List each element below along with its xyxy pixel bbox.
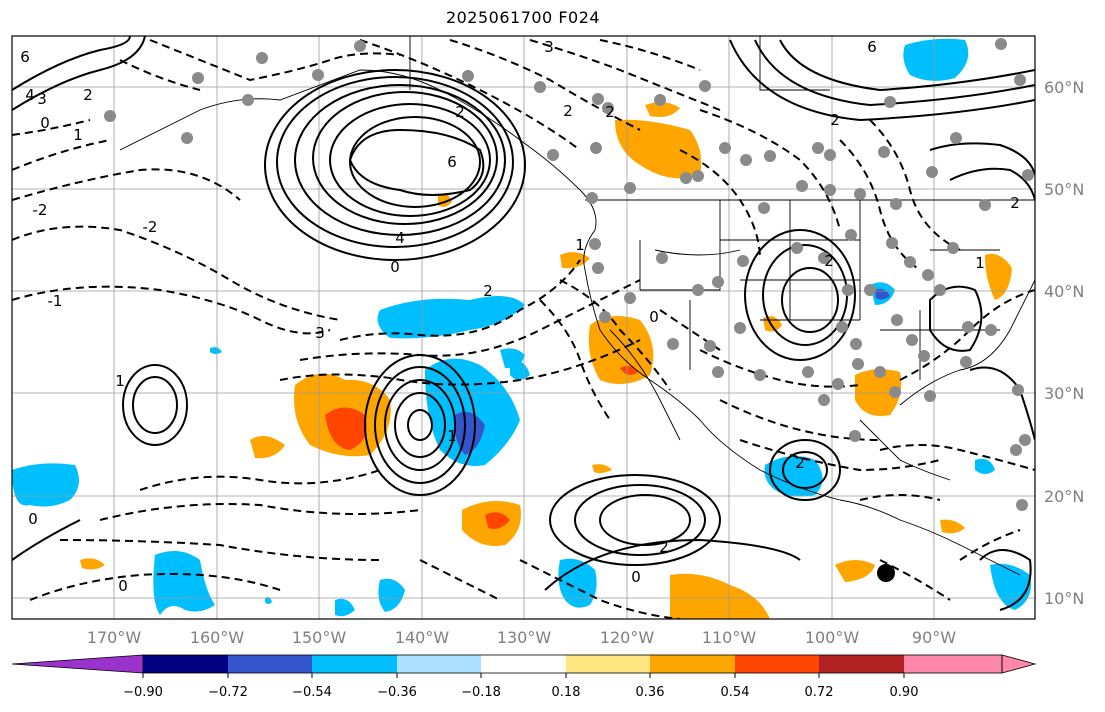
svg-text:6: 6	[867, 38, 877, 56]
svg-text:1: 1	[73, 126, 83, 144]
lat-label: 30°N	[1044, 384, 1084, 403]
svg-text:-1: -1	[48, 292, 63, 310]
colorbar-tick: 0.54	[721, 685, 750, 700]
colorbar-tick: 0.18	[552, 685, 581, 700]
svg-text:3: 3	[315, 324, 325, 342]
graticule	[12, 36, 1035, 619]
lon-label: 100°W	[805, 628, 860, 647]
lat-label: 50°N	[1044, 180, 1084, 199]
svg-text:6: 6	[447, 153, 457, 171]
svg-text:4: 4	[395, 229, 405, 247]
svg-text:1: 1	[975, 254, 985, 272]
lat-label: 20°N	[1044, 487, 1084, 506]
svg-text:2: 2	[563, 102, 573, 120]
svg-text:2: 2	[455, 103, 465, 121]
svg-text:2: 2	[795, 454, 805, 472]
svg-text:2: 2	[483, 282, 493, 300]
svg-text:1: 1	[115, 372, 125, 390]
coastlines	[119, 36, 1035, 576]
lat-label: 10°N	[1044, 589, 1084, 608]
svg-text:0: 0	[631, 568, 641, 586]
dashed-contours	[12, 39, 1035, 619]
svg-text:0: 0	[649, 308, 659, 326]
shaded-fields	[12, 38, 1031, 619]
station-markers	[104, 38, 1034, 511]
svg-text:0: 0	[118, 577, 128, 595]
svg-text:0: 0	[28, 510, 38, 528]
longitude-labels: 170°W 160°W 150°W 140°W 130°W 120°W 110°…	[87, 628, 956, 647]
svg-text:0: 0	[40, 114, 50, 132]
svg-text:2: 2	[83, 86, 93, 104]
svg-text:1: 1	[447, 427, 457, 445]
lon-label: 170°W	[87, 628, 142, 647]
lon-label: 160°W	[190, 628, 245, 647]
lat-label: 40°N	[1044, 282, 1084, 301]
svg-text:0: 0	[390, 258, 400, 276]
lon-label: 130°W	[497, 628, 552, 647]
lon-label: 150°W	[292, 628, 347, 647]
colorbar-tick: 0.90	[890, 685, 919, 700]
colorbar: −0.90 −0.72 −0.54 −0.36 −0.18 0.18 0.36 …	[11, 654, 1037, 700]
colorbar-tick: 0.36	[636, 685, 665, 700]
svg-text:2: 2	[605, 103, 615, 121]
svg-text:1: 1	[575, 236, 585, 254]
svg-text:-2: -2	[33, 201, 48, 219]
map-title: 2025061700 F024	[445, 8, 601, 27]
colorbar-tick: −0.90	[123, 685, 163, 700]
lat-label: 60°N	[1044, 78, 1084, 97]
solid-contours	[12, 36, 1035, 611]
station-marker-large	[877, 564, 895, 582]
lon-label: 120°W	[600, 628, 655, 647]
latitude-labels: 60°N 50°N 40°N 30°N 20°N 10°N	[1044, 78, 1084, 608]
colorbar-tick: −0.72	[208, 685, 248, 700]
colorbar-tick: −0.18	[461, 685, 501, 700]
svg-text:4: 4	[25, 86, 35, 104]
svg-text:2: 2	[824, 252, 834, 270]
colorbar-tick: −0.54	[292, 685, 332, 700]
svg-text:6: 6	[20, 48, 30, 66]
map-area	[12, 36, 1035, 619]
svg-text:3: 3	[37, 90, 47, 108]
colorbar-tick: 0.72	[805, 685, 834, 700]
lon-label: 140°W	[395, 628, 450, 647]
colorbar-tick: −0.36	[377, 685, 417, 700]
lon-label: 90°W	[912, 628, 956, 647]
map-frame	[11, 35, 1036, 620]
svg-text:2: 2	[1010, 194, 1020, 212]
lon-label: 110°W	[702, 628, 757, 647]
svg-text:2: 2	[830, 111, 840, 129]
svg-text:-2: -2	[143, 218, 158, 236]
svg-text:3: 3	[544, 38, 554, 56]
contour-labels: 6 3 4 2 -2 0 6 4 1 2 -1 0 3 2 0 1 2 -2 1…	[20, 38, 1020, 595]
svg-text:2: 2	[659, 538, 669, 556]
